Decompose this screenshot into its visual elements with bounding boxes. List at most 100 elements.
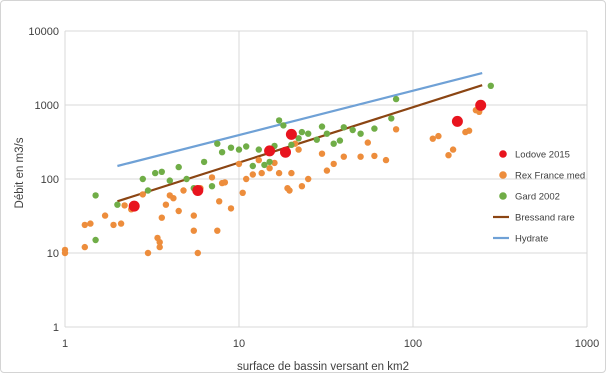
data-point-gard-2002 [249,162,256,170]
data-point-rex-france-med [255,156,262,164]
data-point-gard-2002 [261,161,268,169]
data-point-gard-2002 [255,146,262,153]
data-point-gard-2002 [349,126,356,134]
data-point-gard-2002 [175,163,182,171]
legend: Lodove 2015 Rex France med Gard 2002 Bressa… [493,150,585,245]
data-point-rex-france-med [323,167,331,174]
data-point-lodove-2015 [192,185,204,196]
data-point-gard-2002 [235,146,243,153]
data-point-rex-france-med [162,201,170,208]
y-tick-label: 1 [53,322,59,334]
data-point-rex-france-med [382,156,390,164]
data-point-rex-france-med [221,179,229,186]
data-point-gard-2002 [295,135,302,142]
data-point-rex-france-med [271,159,278,167]
data-point-gard-2002 [275,117,283,124]
data-point-rex-france-med [117,220,125,227]
y-tick-label: 1000 [35,100,59,112]
data-point-gard-2002 [340,124,347,131]
data-point-rex-france-med [266,165,273,172]
grid-layer [64,30,588,328]
data-point-rex-france-med [235,160,243,168]
data-point-gard-2002 [139,175,146,183]
data-point-rex-france-med [156,243,163,251]
data-point-gard-2002 [158,168,165,175]
data-point-rex-france-med [258,169,265,177]
series-layer [61,72,494,257]
data-point-rex-france-med [357,153,364,160]
data-point-rex-france-med [249,171,256,178]
data-point-lodove-2015 [264,145,276,157]
data-point-rex-france-med [214,227,221,234]
legend-swatch-gard-2002 [499,192,507,200]
data-point-gard-2002 [152,169,159,177]
x-tick-label: 10 [233,338,245,350]
data-point-gard-2002 [92,236,99,244]
y-tick-label: 10 [47,248,59,260]
legend-swatch-lodove-2015 [499,150,507,158]
data-point-gard-2002 [288,141,295,148]
data-point-rex-france-med [286,187,293,194]
data-point-gard-2002 [357,130,364,137]
data-point-rex-france-med [190,212,197,219]
legend-label-bressand-rare: Bressand rare [515,213,575,224]
data-point-gard-2002 [336,137,344,144]
series-line-hydrate [117,72,483,168]
data-point-gard-2002 [200,158,208,166]
legend-swatch-rex-france-med [499,171,507,179]
data-point-lodove-2015 [280,146,291,158]
data-point-gard-2002 [208,183,216,190]
data-point-rex-france-med [101,212,109,219]
y-tick-label: 100 [41,174,59,186]
data-point-rex-france-med [208,174,216,181]
x-tick-label: 100 [404,338,422,350]
data-point-gard-2002 [392,95,400,103]
legend-label-gard-2002: Gard 2002 [515,192,560,203]
data-point-gard-2002 [280,122,287,129]
data-point-gard-2002 [144,187,152,194]
data-point-rex-france-med [175,207,182,215]
data-point-lodove-2015 [451,115,463,127]
data-point-rex-france-med [121,202,128,209]
data-point-rex-france-med [288,169,295,177]
legend-label-rex-france-med: Rex France med [515,171,585,182]
data-point-rex-france-med [318,150,326,157]
data-point-gard-2002 [218,149,226,156]
x-tick-label: 1000 [575,338,599,350]
data-point-rex-france-med [227,205,235,212]
data-point-gard-2002 [323,130,331,137]
data-point-gard-2002 [214,140,221,147]
data-point-gard-2002 [243,143,250,150]
data-point-gard-2002 [388,115,395,122]
data-point-gard-2002 [487,82,494,90]
data-point-lodove-2015 [475,99,487,111]
data-point-rex-france-med [305,175,312,183]
data-point-rex-france-med [295,146,302,153]
data-point-gard-2002 [92,192,99,199]
data-point-gard-2002 [114,201,121,208]
tick-layer: 1 10 100 1000 10000 1 10 100 1000 [28,26,599,350]
data-point-rex-france-med [243,175,250,183]
data-point-rex-france-med [144,249,152,257]
data-point-rex-france-med [330,160,337,168]
data-point-rex-france-med [81,221,89,229]
data-point-rex-france-med [435,132,442,140]
data-point-rex-france-med [465,127,473,134]
data-point-gard-2002 [266,158,273,166]
data-point-gard-2002 [298,128,306,136]
data-point-rex-france-med [392,126,400,133]
data-point-rex-france-med [449,146,457,153]
data-point-rex-france-med [429,135,436,142]
data-point-gard-2002 [305,130,312,137]
data-point-rex-france-med [158,214,165,221]
data-point-rex-france-med [445,152,452,159]
data-point-rex-france-med [156,239,163,246]
data-point-gard-2002 [183,175,190,183]
data-point-gard-2002 [227,144,235,151]
data-point-rex-france-med [340,153,347,160]
data-point-gard-2002 [313,136,320,143]
data-point-lodove-2015 [285,128,297,140]
data-point-rex-france-med [371,152,378,160]
